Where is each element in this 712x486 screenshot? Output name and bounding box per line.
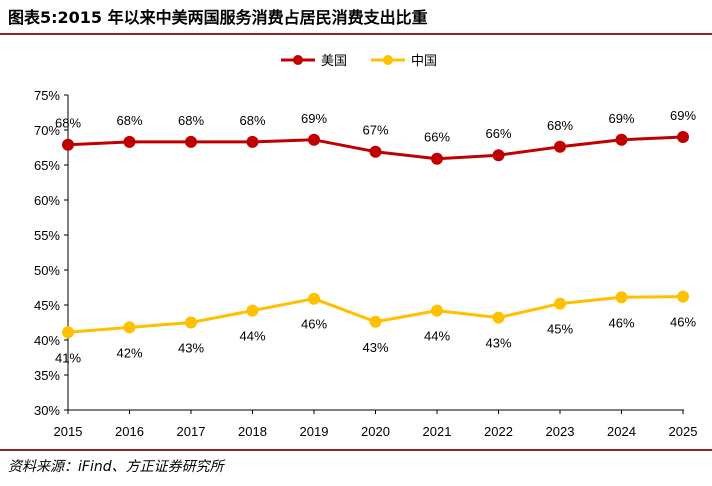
china-data-point: [492, 311, 505, 324]
x-tick-label: 2021: [423, 424, 452, 439]
x-tick-label: 2020: [361, 424, 390, 439]
us-data-label: 66%: [485, 126, 511, 141]
y-tick-label: 50%: [34, 263, 60, 278]
y-tick-label: 40%: [34, 333, 60, 348]
us-data-point: [492, 149, 505, 162]
us-data-point: [185, 135, 197, 148]
us-data-point: [123, 135, 136, 148]
us-data-point: [369, 145, 382, 158]
x-tick-label: 2022: [484, 424, 513, 439]
china-data-label: 44%: [239, 329, 265, 344]
x-tick-label: 2018: [238, 424, 267, 439]
us-data-label: 66%: [424, 130, 450, 145]
china-data-label: 45%: [547, 322, 573, 337]
china-data-label: 44%: [424, 329, 450, 344]
legend-china-label: 中国: [411, 54, 437, 69]
y-tick-label: 30%: [34, 403, 60, 418]
china-data-label: 43%: [178, 341, 204, 356]
x-tick-label: 2023: [546, 424, 575, 439]
us-data-point: [308, 133, 320, 146]
china-data-point: [185, 316, 197, 329]
series-layer: 68% 68% 68% 68% 69%67% 66% 66%68% 69% 69%41% 42% 4…: [55, 108, 696, 365]
x-tick-label: 2025: [669, 424, 698, 439]
china-data-label: 46%: [301, 317, 327, 332]
us-data-point: [677, 131, 689, 143]
us-data-label: 69%: [608, 111, 634, 126]
title-divider: [0, 33, 712, 35]
y-tick-label: 45%: [34, 298, 60, 313]
china-data-label: 43%: [485, 336, 511, 351]
x-tick-label: 2016: [115, 424, 144, 439]
us-data-point: [62, 138, 74, 151]
legend-us-label: 美国: [321, 54, 347, 69]
china-data-label: 41%: [55, 350, 81, 365]
legend-us-marker: [293, 55, 303, 65]
x-tick-label: 2019: [300, 424, 329, 439]
x-tick-label: 2017: [177, 424, 206, 439]
legend-china-marker: [383, 55, 393, 65]
y-tick-label: 70%: [34, 123, 60, 138]
china-data-point: [615, 291, 628, 304]
china-data-point: [369, 315, 382, 328]
x-tick-label: 2024: [607, 424, 636, 439]
china-data-label: 43%: [362, 340, 388, 355]
china-data-point: [123, 321, 136, 334]
us-data-label: 69%: [301, 111, 327, 126]
series-us: 68% 68% 68% 68% 69% 67% 66% 66% 68% 69% 69%: [55, 108, 696, 165]
china-data-point: [62, 326, 74, 339]
y-tick-label: 65%: [34, 158, 60, 173]
us-data-label: 68%: [116, 113, 142, 128]
us-data-label: 68%: [239, 113, 265, 128]
line-chart: 美国 中国 30% 35% 40% 45% 50% 55% 60% 65% 70% 75% 2015 2…: [34, 54, 697, 439]
x-tick-label: 2015: [54, 424, 83, 439]
us-data-label: 67%: [362, 123, 388, 138]
china-data-point: [554, 297, 566, 310]
chart-title: 图表5:2015 年以来中美两国服务消费占居民消费支出比重: [8, 8, 428, 27]
us-data-point: [615, 133, 628, 146]
footer-divider: [0, 449, 712, 451]
us-data-point: [554, 140, 566, 153]
us-data-label: 69%: [670, 108, 696, 123]
y-tick-label: 75%: [34, 88, 60, 103]
china-data-label: 42%: [116, 345, 142, 360]
us-data-label: 68%: [55, 116, 81, 131]
y-tick-label: 55%: [34, 228, 60, 243]
china-data-label: 46%: [670, 315, 696, 330]
us-data-label: 68%: [178, 113, 204, 128]
us-data-point: [431, 152, 443, 165]
legend: 美国 中国: [281, 54, 437, 69]
china-data-point: [431, 304, 443, 317]
y-tick-label: 60%: [34, 193, 60, 208]
china-data-point: [308, 292, 320, 305]
series-china: 41% 42% 43% 44% 46% 43% 44% 43% 45% 46% 46%: [55, 290, 696, 365]
china-data-label: 46%: [608, 315, 634, 330]
axes: 30% 35% 40% 45% 50% 55% 60% 65% 70% 75% 2015 2016 20…: [34, 88, 697, 439]
china-data-point: [246, 304, 259, 317]
y-tick-label: 35%: [34, 368, 60, 383]
china-data-point: [677, 290, 689, 303]
us-data-point: [246, 135, 259, 148]
source-note: 资料来源：iFind、方正证券研究所: [8, 459, 224, 475]
us-data-label: 68%: [547, 118, 573, 133]
